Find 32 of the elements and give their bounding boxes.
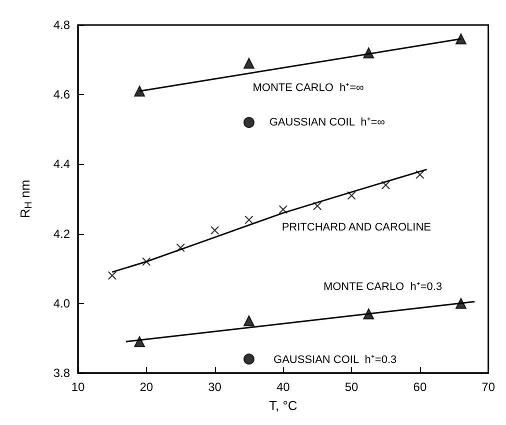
point [279,205,288,214]
y-tick-label: 4.0 [53,296,70,310]
point [243,315,254,326]
annotation: MONTE CARLO h⁺=∞ [252,82,364,94]
annotation: MONTE CARLO h⁺=0.3 [323,280,442,293]
point [243,116,254,128]
point [244,216,253,224]
y-tick-label: 4.4 [53,157,70,172]
point [455,33,466,44]
annotation: PRITCHARD AND CAROLINE [282,221,431,234]
y-tick-label: 4.6 [53,88,70,102]
x-tick-label: 40 [276,380,290,394]
y-tick-label: 4.8 [53,18,70,32]
annotation: GAUSSIAN COIL h⁺=∞ [269,116,386,129]
x-tick-label: 70 [482,380,496,394]
y-tick-label: 4.2 [53,226,70,241]
point [108,272,116,280]
y-axis-title: RH nm [18,180,34,218]
point [243,58,254,69]
point [363,308,374,320]
point [210,226,219,234]
x-axis-title: T, °C [269,398,298,413]
x-tick-label: 30 [208,380,222,394]
x-tick-label: 10 [71,380,85,394]
annotation: GAUSSIAN COIL h⁺=0.3 [274,354,397,366]
y-tick-label: 3.8 [53,366,70,380]
x-tick-label: 60 [413,380,427,394]
point [243,354,254,365]
x-tick-label: 20 [140,380,154,394]
point [455,298,466,309]
point [134,86,146,97]
x-tick-label: 50 [344,380,359,394]
